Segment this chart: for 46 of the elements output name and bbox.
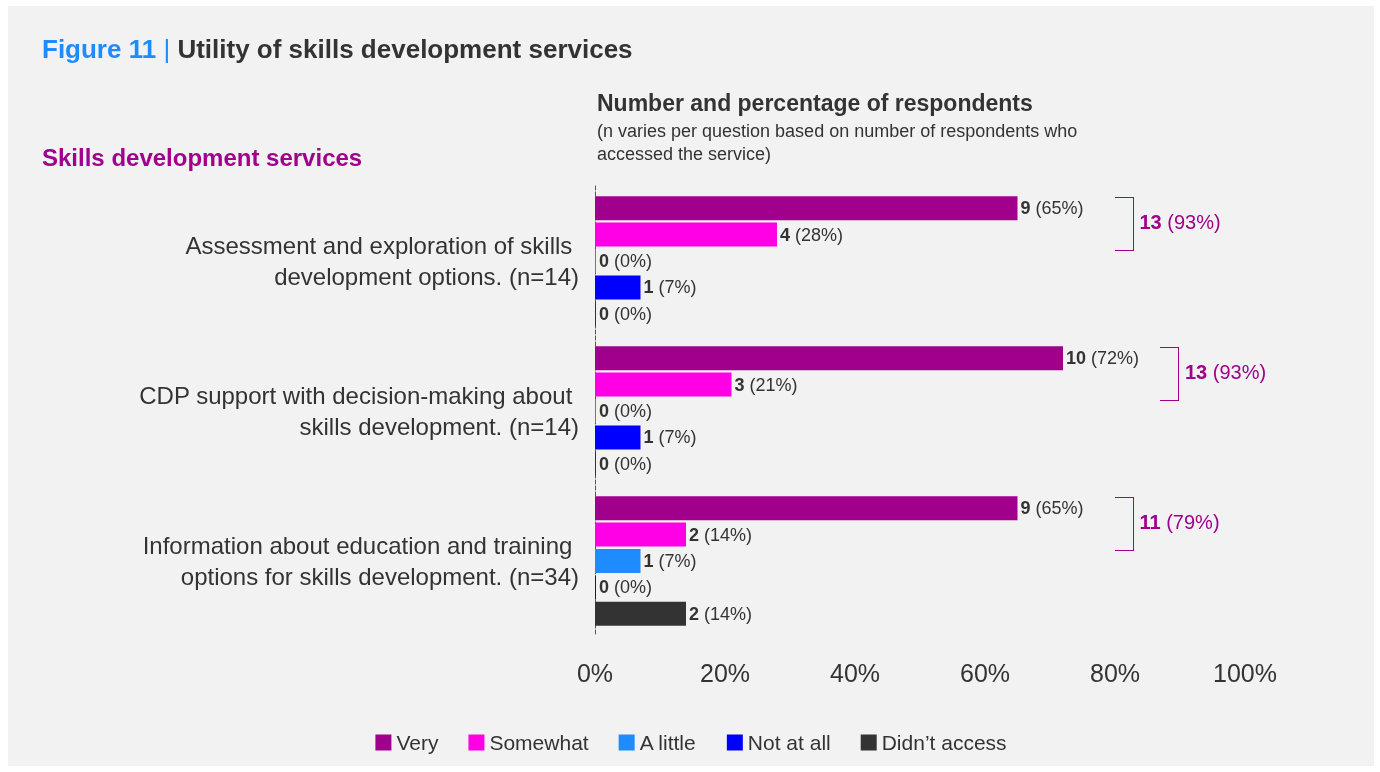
legend-label: Very <box>396 731 439 754</box>
data-label: 3 (21%) <box>734 374 798 395</box>
bar <box>595 275 641 300</box>
data-label: 0 (0%) <box>599 401 653 421</box>
bar <box>595 346 1063 371</box>
legend-label: Not at all <box>747 731 831 754</box>
legend-label: A little <box>639 731 696 754</box>
data-label: 9 (65%) <box>1020 198 1084 219</box>
x-tick-label: 100% <box>1213 658 1277 687</box>
bar <box>595 601 686 626</box>
text: (n varies per question based on number of respondents who accessed the service) <box>597 120 1079 166</box>
y-axis-title: Skills development services <box>42 144 363 172</box>
data-label: 1 (7%) <box>643 551 697 571</box>
y-tick-label: Information about education and training options for skills development. (n=34) <box>142 532 579 590</box>
x-tick-label: 0% <box>576 658 614 687</box>
x-tick-label: 60% <box>959 658 1011 687</box>
data-label: 1 (7%) <box>643 277 697 298</box>
bar <box>595 549 641 573</box>
data-label: 0 (0%) <box>599 577 653 598</box>
bar <box>595 196 1018 221</box>
bar <box>595 222 777 247</box>
legend-label: Somewhat <box>489 731 589 754</box>
bar <box>595 372 732 397</box>
y-tick-label: CDP support with decision-making about skills development. (n=14) <box>139 382 579 440</box>
data-label: 2 (14%) <box>689 603 753 624</box>
x-tick-label: 20% <box>699 658 751 687</box>
data-label: 1 (7%) <box>643 427 697 448</box>
annotation: 13 (93%) <box>1139 210 1221 234</box>
data-label: 4 (28%) <box>780 224 844 245</box>
x-tick-label: 40% <box>829 658 881 687</box>
y-tick-label: Assessment and exploration of skills development options. (n=14) <box>185 232 579 290</box>
data-label: 9 (65%) <box>1020 498 1084 519</box>
data-label: 0 (0%) <box>599 453 653 474</box>
bar <box>595 496 1018 521</box>
data-label: 0 (0%) <box>599 251 653 271</box>
data-label: 10 (72%) <box>1066 348 1140 369</box>
data-label: 0 (0%) <box>599 303 653 324</box>
bar <box>595 522 686 547</box>
bar <box>595 425 641 450</box>
text: Figure 11 | Utility of skills development services <box>42 34 633 64</box>
chart-subtitle: Number and percentage of respondents <box>597 90 1033 117</box>
data-label: 2 (14%) <box>689 524 753 545</box>
legend-label: Didn’t access <box>881 731 1007 754</box>
annotation: 13 (93%) <box>1185 360 1267 384</box>
annotation: 11 (79%) <box>1139 510 1220 534</box>
x-tick-label: 80% <box>1089 658 1141 687</box>
